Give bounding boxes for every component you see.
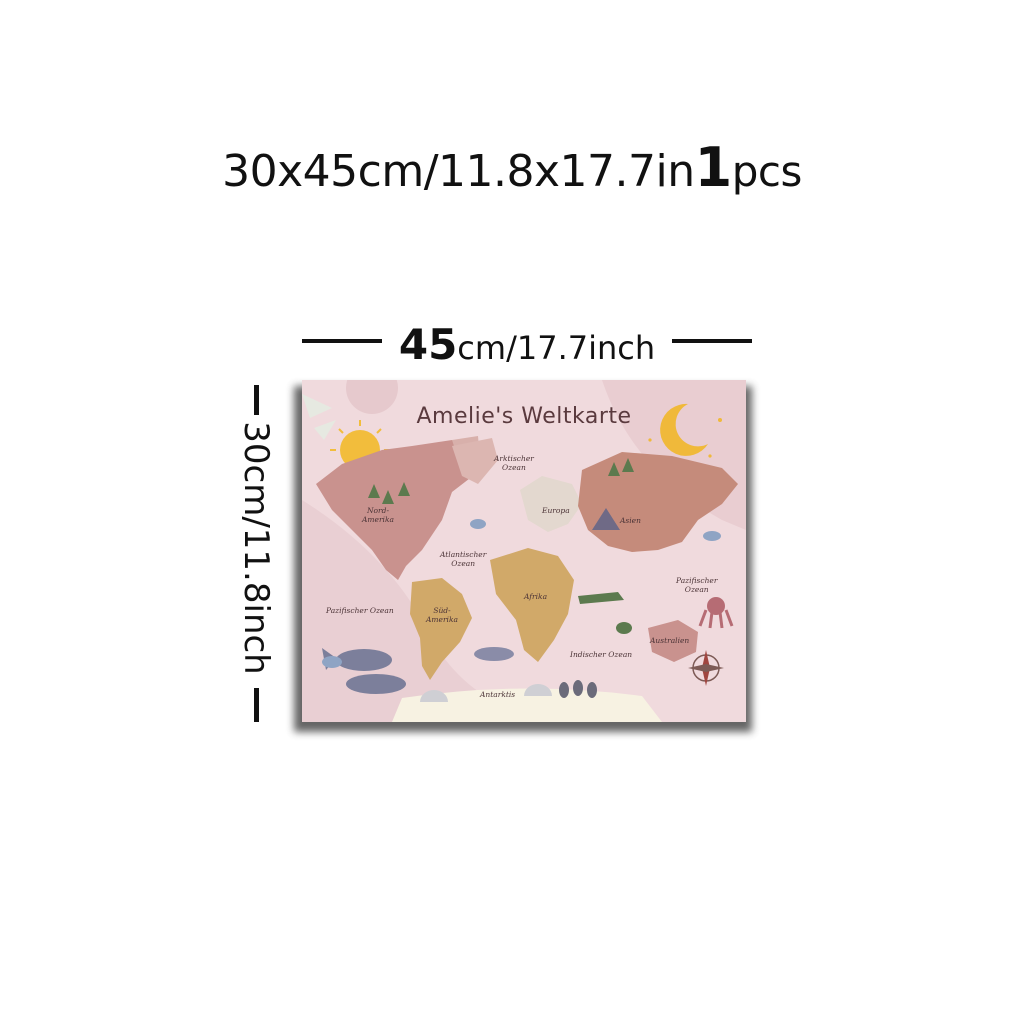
width-value: 45 — [398, 320, 458, 369]
label-atlantic-ocean: Atlantischer Ozean — [440, 550, 487, 568]
width-dimension-line-right — [672, 339, 752, 343]
label-south-america: Süd- Amerika — [426, 606, 458, 624]
size-text: 30x45cm/11.8x17.7in — [222, 146, 695, 197]
width-dimension-label: 45cm/17.7inch — [392, 320, 662, 369]
mountain-icon — [592, 508, 620, 530]
label-arctic-ocean: Arktischer Ozean — [494, 454, 534, 472]
tree-icons — [368, 458, 634, 504]
igloo-icon — [420, 690, 448, 702]
africa-shape — [490, 548, 574, 662]
compass-rose-icon — [688, 650, 724, 686]
fish-icons — [322, 519, 721, 668]
width-unit: cm/17.7inch — [457, 329, 656, 367]
igloo-icon — [524, 684, 552, 696]
leaf-decor — [302, 394, 336, 440]
map-title: Amelie's Weltkarte — [416, 404, 632, 429]
label-pacific-ocean-left: Pazifischer Ozean — [326, 606, 394, 615]
greenland-shape — [452, 438, 498, 484]
label-australia: Australien — [650, 636, 690, 645]
penguin-icons — [559, 680, 597, 698]
label-indian-ocean: Indischer Ozean — [570, 650, 633, 659]
world-map-artwork — [302, 380, 746, 722]
width-dimension-line-left — [302, 339, 382, 343]
star-icons — [648, 414, 722, 458]
label-antarctica: Antarktis — [480, 690, 516, 699]
label-africa: Afrika — [524, 592, 548, 601]
octopus-icon — [698, 597, 734, 629]
height-dimension-line-top — [254, 385, 259, 415]
height-dimension-line-bottom — [254, 688, 259, 722]
label-europe: Europa — [542, 506, 570, 515]
label-pacific-ocean-right: Pazifischer Ozean — [676, 576, 718, 594]
world-map-poster: Amelie's Weltkarte Nord- Amerika Arktisc… — [302, 380, 746, 722]
height-dimension-label: 30cm/11.8inch — [236, 421, 276, 675]
quantity-unit: pcs — [731, 147, 803, 196]
turtle-icon — [616, 622, 632, 634]
quantity-number: 1 — [694, 136, 733, 199]
label-asia: Asien — [620, 516, 641, 525]
north-america-shape — [316, 440, 482, 580]
label-north-america: Nord- Amerika — [362, 506, 394, 524]
product-size-headline: 30x45cm/11.8x17.7in1pcs — [0, 136, 1024, 199]
australia-shape — [648, 620, 698, 662]
moon-icon — [660, 403, 708, 456]
south-america-shape — [410, 578, 472, 680]
crocodile-icon — [578, 592, 624, 604]
europe-shape — [520, 476, 582, 532]
whale-icon — [322, 647, 514, 694]
